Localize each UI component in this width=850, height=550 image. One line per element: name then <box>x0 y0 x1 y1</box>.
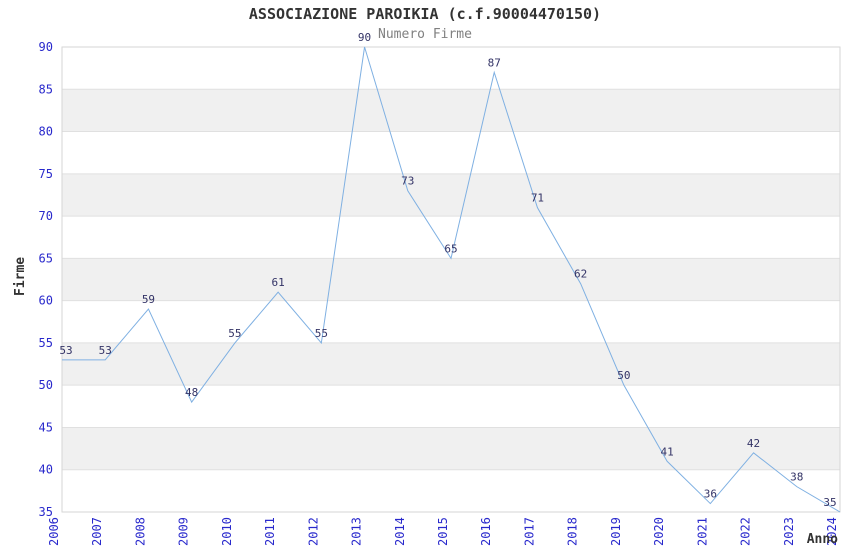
x-tick-label: 2013 <box>350 517 364 546</box>
x-tick-label: 2018 <box>566 517 580 546</box>
y-tick-label: 60 <box>39 294 53 308</box>
y-tick-label: 80 <box>39 125 53 139</box>
y-tick-label: 55 <box>39 336 53 350</box>
x-tick-label: 2009 <box>177 517 191 546</box>
plot-band <box>62 342 840 386</box>
plot-band <box>62 427 840 470</box>
x-tick-label: 2021 <box>695 517 709 546</box>
x-tick-label: 2019 <box>609 517 623 546</box>
data-label: 55 <box>315 327 328 340</box>
x-tick-label: 2015 <box>436 517 450 546</box>
x-tick-label: 2016 <box>479 517 493 546</box>
x-tick-label: 2023 <box>782 517 796 546</box>
data-label: 73 <box>401 175 414 188</box>
x-tick-label: 2007 <box>90 517 104 546</box>
data-label: 53 <box>59 344 72 357</box>
y-tick-label: 40 <box>39 463 53 477</box>
chart-title: ASSOCIAZIONE PAROIKIA (c.f.90004470150) <box>248 5 602 23</box>
x-tick-label: 2010 <box>220 517 234 546</box>
data-label: 50 <box>617 369 630 382</box>
y-tick-label: 65 <box>39 251 53 265</box>
data-label: 87 <box>488 56 501 69</box>
x-tick-label: 2006 <box>47 517 61 546</box>
data-label: 61 <box>271 276 284 289</box>
plot-band <box>62 173 840 217</box>
x-tick-label: 2008 <box>133 517 147 546</box>
y-tick-label: 35 <box>39 505 53 519</box>
data-label: 90 <box>358 31 371 44</box>
y-tick-label: 90 <box>39 40 53 54</box>
y-axis-title: Firme <box>13 257 28 296</box>
data-label: 42 <box>747 437 760 450</box>
data-label: 48 <box>185 386 198 399</box>
y-tick-label: 85 <box>39 82 53 96</box>
x-axis-title: Anno <box>807 532 838 547</box>
data-label: 62 <box>574 268 587 281</box>
y-tick-label: 70 <box>39 209 53 223</box>
y-tick-label: 50 <box>39 378 53 392</box>
data-line <box>62 46 841 513</box>
plot-border <box>61 46 841 513</box>
data-label: 38 <box>790 471 803 484</box>
data-label: 59 <box>142 293 155 306</box>
x-tick-label: 2014 <box>393 517 407 546</box>
x-tick-label: 2012 <box>306 517 320 546</box>
x-tick-label: 2011 <box>263 517 277 546</box>
data-label: 71 <box>531 192 544 205</box>
data-label: 55 <box>228 327 241 340</box>
x-tick-label: 2017 <box>522 517 536 546</box>
chart-subtitle: Numero Firme <box>378 27 472 42</box>
data-label: 36 <box>704 488 717 501</box>
y-tick-label: 45 <box>39 420 53 434</box>
x-tick-label: 2024 <box>825 517 839 546</box>
y-tick-label: 75 <box>39 167 53 181</box>
x-tick-label: 2022 <box>739 517 753 546</box>
x-tick-label: 2020 <box>652 517 666 546</box>
plot-band <box>62 258 840 301</box>
data-label: 53 <box>99 344 112 357</box>
data-label: 41 <box>660 445 673 458</box>
data-label: 35 <box>823 496 836 509</box>
plot-band <box>62 89 840 132</box>
data-label: 65 <box>444 242 457 255</box>
